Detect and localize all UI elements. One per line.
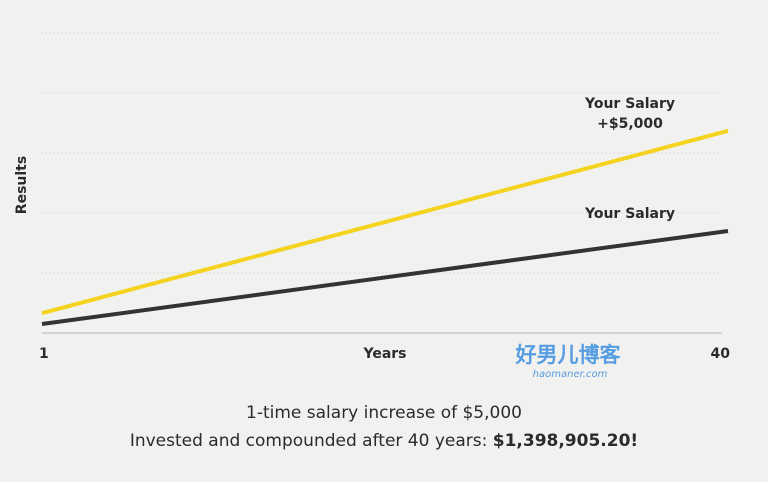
watermark-url: haomaner.com — [533, 369, 608, 380]
line-series — [41, 128, 729, 316]
series-label: Your Salary — [584, 206, 676, 222]
y-axis-label: Results — [14, 156, 30, 214]
series-label: Your Salary +$5,000 — [584, 96, 676, 132]
caption: 1-time salary increase of $5,000 — [246, 403, 522, 423]
x-tick-label: 1 — [39, 346, 49, 362]
x-tick-label: 40 — [711, 346, 731, 362]
line-series — [41, 229, 729, 326]
x-axis-label: Years — [362, 346, 406, 362]
result-text: Invested and compounded after 40 years: — [130, 431, 493, 451]
watermark-title: 好男儿博客 — [515, 343, 622, 367]
result-line: Invested and compounded after 40 years: … — [130, 431, 638, 451]
result-highlight: $1,398,905.20! — [493, 431, 638, 451]
